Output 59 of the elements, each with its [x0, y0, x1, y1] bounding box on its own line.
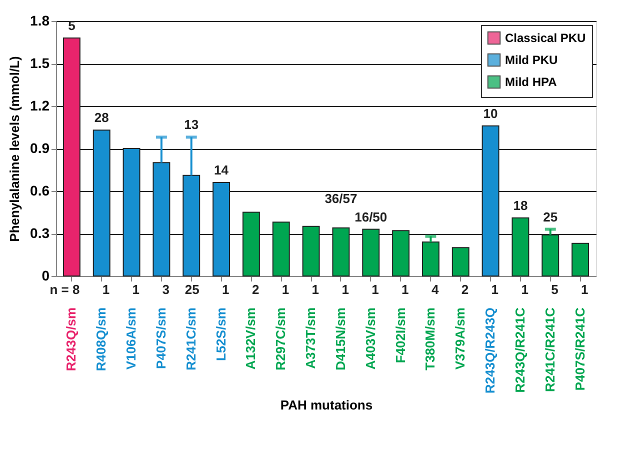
x-tick-label: L52S/sm	[213, 308, 228, 361]
text: 1	[312, 282, 320, 297]
x-tick-label: R297C/sm	[273, 308, 288, 370]
x-tick-label: P407S/R241C	[572, 306, 588, 391]
text: 1	[491, 282, 499, 297]
x-tick-label: D415N/sm	[332, 308, 348, 370]
x-tick-label: V379A/sm	[452, 308, 468, 370]
text: 1	[581, 282, 588, 297]
annotation: 10	[483, 106, 498, 121]
annotation: 28	[94, 110, 109, 126]
x-tick-label: R243Q/R243Q	[482, 308, 498, 394]
annotation: 18	[513, 198, 528, 213]
annotation: 36/57	[324, 190, 358, 206]
legend-label: Mild HPA	[505, 75, 558, 89]
text: 4	[431, 282, 440, 297]
x-tick-label: T380M/sm	[422, 308, 438, 370]
annotation: 25	[543, 209, 558, 224]
y-tick-label: 0.6	[30, 182, 50, 198]
bar	[422, 242, 440, 276]
x-tick-label: P407S/sm	[153, 308, 168, 369]
text: 1	[282, 282, 290, 297]
text: 1	[132, 282, 140, 297]
annotation: 14	[214, 162, 230, 178]
text: 1	[372, 282, 379, 297]
text: 1	[222, 282, 230, 297]
x-axis-title: PAH mutations	[280, 397, 373, 412]
text: 1	[102, 282, 110, 297]
y-tick-label: 1.2	[30, 98, 50, 114]
bar	[572, 242, 590, 276]
bar	[452, 247, 470, 276]
x-tick-label: A373T/sm	[303, 308, 318, 369]
text: 1	[342, 282, 349, 297]
y-tick-label: 0	[42, 268, 50, 284]
text: 2	[252, 282, 260, 297]
y-tick-label: 1.5	[30, 55, 50, 71]
x-tick-label: A403V/sm	[362, 308, 378, 370]
legend-label: Classical PKU	[505, 31, 586, 45]
text: 3	[162, 282, 170, 297]
y-axis-title: Phenylalanine levels (mmol/L)	[7, 56, 22, 242]
text: 2	[461, 282, 469, 297]
x-tick-label: V106A/sm	[124, 308, 139, 370]
text: 25	[184, 282, 200, 297]
text: n = 8	[50, 282, 80, 297]
annotation: 16/50	[354, 209, 388, 224]
x-tick-label: R243Q/R241C	[512, 306, 528, 393]
text: 5	[551, 282, 558, 297]
text: 1	[402, 282, 409, 297]
x-tick-label: R241C/sm	[183, 308, 198, 370]
y-tick-label: 0.3	[30, 225, 50, 241]
x-tick-label: R241C/R241C	[542, 306, 558, 392]
x-tick-label: R408Q/sm	[94, 308, 109, 372]
x-tick-label: F402I/sm	[392, 308, 408, 364]
annotation: 13	[184, 117, 199, 132]
x-tick-label: R243Q/sm	[64, 308, 79, 372]
text: 1	[521, 282, 528, 297]
y-tick-label: 0.9	[30, 140, 50, 156]
y-tick-label: 1.8	[30, 12, 50, 28]
legend-label: Mild PKU	[505, 53, 558, 67]
x-tick-label: A132V/sm	[243, 308, 258, 370]
